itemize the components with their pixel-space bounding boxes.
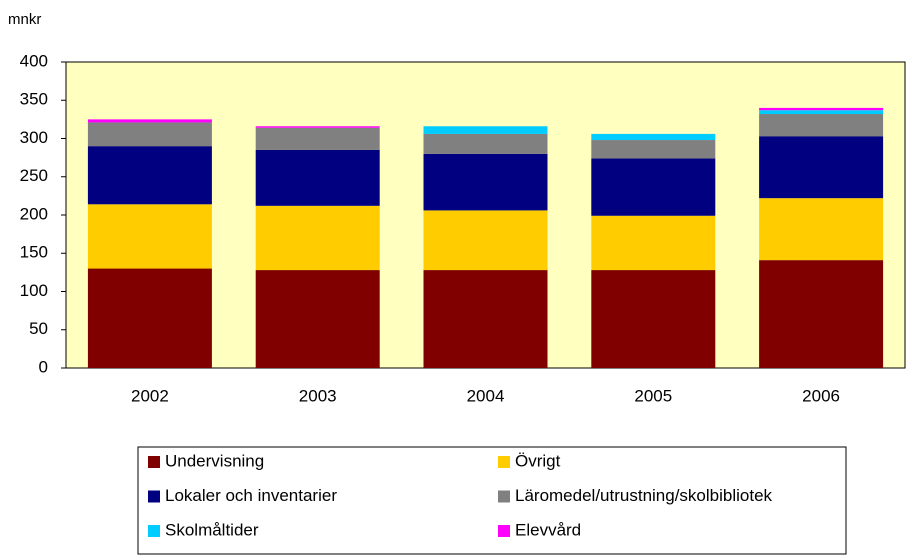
- bar-segment: [759, 136, 884, 199]
- y-tick-label: 300: [20, 128, 48, 147]
- bar-segment: [591, 133, 716, 141]
- bar-segment: [759, 114, 884, 137]
- bar-segment: [759, 110, 884, 115]
- legend-label: Övrigt: [515, 451, 561, 470]
- y-axis-label: mnkr: [8, 11, 41, 28]
- bar-segment: [255, 126, 380, 128]
- legend-label: Undervisning: [165, 451, 264, 470]
- bar-segment: [759, 198, 884, 261]
- bar-segment: [87, 204, 212, 269]
- bar-segment: [423, 210, 548, 271]
- legend-swatch: [148, 490, 160, 503]
- x-tick-label: 2006: [802, 386, 840, 405]
- bar-segment: [759, 107, 884, 111]
- bar-segment: [87, 119, 212, 123]
- bar-segment: [591, 158, 716, 216]
- bar-segment: [87, 122, 212, 147]
- legend-swatch: [498, 456, 510, 468]
- legend-swatch: [498, 525, 510, 537]
- bar-segment: [423, 153, 548, 211]
- x-tick-label: 2002: [131, 386, 169, 405]
- legend-swatch: [498, 490, 510, 503]
- legend-swatch: [148, 456, 160, 468]
- bar-segment: [255, 270, 380, 368]
- bar-segment: [591, 215, 716, 271]
- y-tick-label: 400: [20, 51, 48, 70]
- bar-segment: [255, 149, 380, 206]
- bar-segment: [591, 270, 716, 368]
- legend-label: Elevvård: [515, 520, 581, 539]
- x-tick-label: 2005: [634, 386, 672, 405]
- bar-segment: [423, 126, 548, 134]
- bar-segment: [423, 133, 548, 154]
- x-tick-label: 2003: [299, 386, 337, 405]
- legend-swatch: [148, 525, 160, 537]
- y-tick-label: 350: [20, 90, 48, 109]
- x-tick-label: 2004: [467, 386, 505, 405]
- legend-box: [137, 446, 847, 555]
- y-tick-label: 100: [20, 281, 48, 300]
- y-tick-label: 0: [39, 357, 48, 376]
- bar-segment: [255, 127, 380, 150]
- y-tick-label: 250: [20, 166, 48, 185]
- y-tick-label: 150: [20, 243, 48, 262]
- legend-label: Skolmåltider: [165, 520, 259, 539]
- bar-segment: [759, 260, 884, 368]
- legend-label: Lokaler och inventarier: [165, 486, 337, 505]
- bar-segment: [591, 140, 716, 159]
- y-tick-label: 50: [29, 319, 48, 338]
- bar-segment: [87, 268, 212, 368]
- bar-segment: [255, 205, 380, 271]
- bar-segment: [423, 270, 548, 368]
- legend-label: Läromedel/utrustning/skolbibliotek: [515, 486, 773, 505]
- y-tick-label: 200: [20, 204, 48, 223]
- bar-segment: [87, 146, 212, 205]
